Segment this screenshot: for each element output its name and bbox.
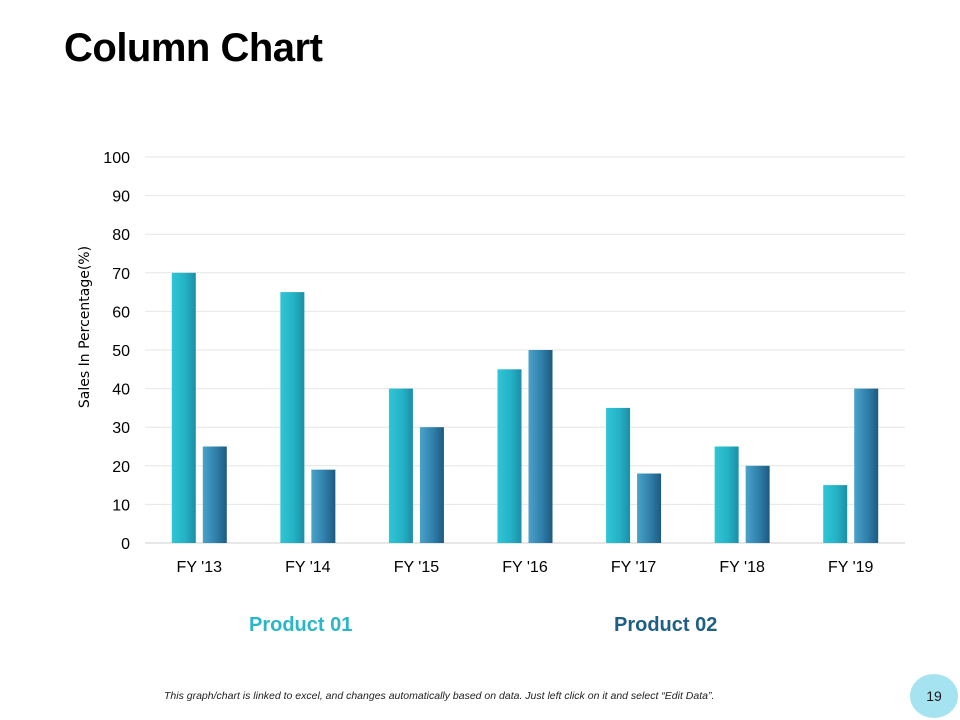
- x-tick-label: FY '15: [394, 559, 440, 576]
- x-tick-label: FY '19: [828, 559, 874, 576]
- x-tick-label: FY '14: [285, 559, 331, 576]
- bar-product-02-6: [854, 388, 879, 543]
- bar-product-01-3: [497, 369, 522, 543]
- y-axis-label: Sales In Percentage(%): [77, 246, 93, 408]
- bar-product-01-5: [714, 446, 739, 543]
- bar-product-01-4: [606, 407, 631, 543]
- y-tick-label: 90: [112, 189, 130, 206]
- y-tick-label: 0: [121, 536, 130, 553]
- bars: [171, 272, 879, 543]
- bar-product-01-1: [280, 292, 305, 543]
- y-tick-label: 40: [112, 382, 130, 399]
- x-tick-label: FY '13: [177, 559, 223, 576]
- y-tick-label: 30: [112, 420, 130, 437]
- legend-product-01: Product 01: [249, 614, 353, 636]
- bar-product-01-0: [171, 272, 196, 543]
- page-number-badge: 19: [910, 674, 958, 718]
- y-tick-label: 10: [112, 497, 130, 514]
- bar-product-02-3: [528, 350, 553, 543]
- x-tick-label: FY '18: [719, 559, 765, 576]
- legend-product-02: Product 02: [614, 614, 718, 636]
- bar-product-02-1: [311, 469, 336, 543]
- y-tick-label: 80: [112, 227, 130, 244]
- x-axis-ticks: FY '13 FY '14 FY '15 FY '16 FY '17 FY '18 FY '…: [177, 559, 874, 576]
- x-tick-label: FY '16: [502, 559, 548, 576]
- grid-lines: [145, 156, 905, 544]
- y-tick-label: 70: [112, 266, 130, 283]
- y-tick-label: 20: [112, 459, 130, 476]
- page-number: 19: [926, 688, 942, 704]
- y-tick-label: 60: [112, 304, 130, 321]
- bar-product-02-2: [419, 427, 444, 543]
- bar-product-02-5: [745, 465, 770, 543]
- x-tick-label: FY '17: [611, 559, 657, 576]
- bar-product-01-6: [823, 485, 848, 543]
- bar-product-02-0: [202, 446, 227, 543]
- y-tick-label: 100: [103, 150, 130, 167]
- bar-product-01-2: [388, 388, 413, 543]
- y-axis-ticks: 0 10 20 30 40 50 60 70 80 90 100: [103, 150, 130, 553]
- bar-product-02-4: [637, 473, 662, 543]
- y-tick-label: 50: [112, 343, 130, 360]
- page-title: Column Chart: [64, 26, 323, 70]
- footnote: This graph/chart is linked to excel, and…: [164, 690, 715, 702]
